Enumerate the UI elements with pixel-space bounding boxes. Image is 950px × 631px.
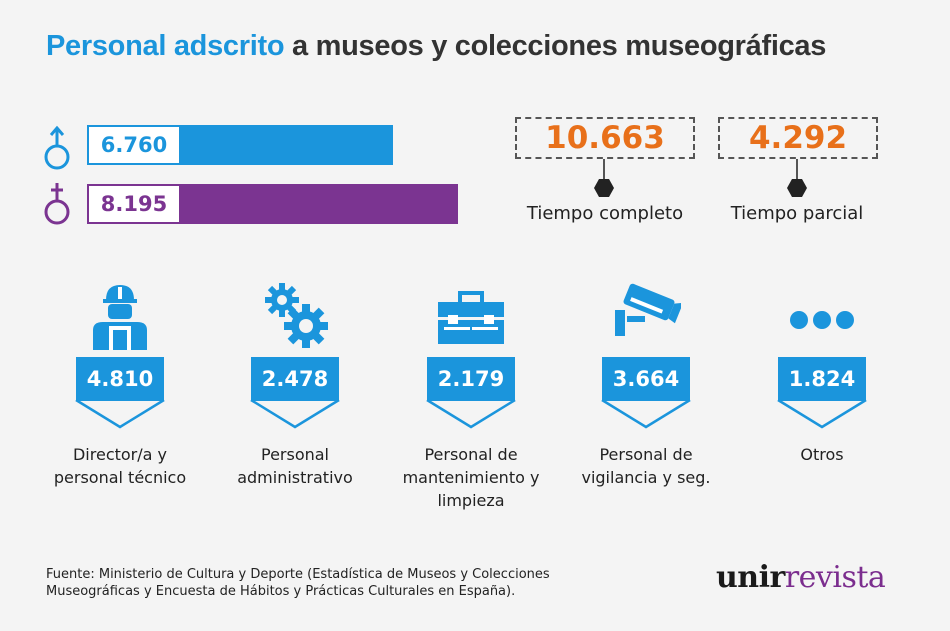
fulltime-value-box: 10.663 [515,117,695,159]
category-value: 2.478 [251,357,339,401]
fulltime-hexagon-icon [594,179,614,197]
logo-revista: revista [784,560,886,595]
chevron-down-icon [777,398,867,429]
ellipsis-icon [790,311,854,329]
category-value: 4.810 [76,357,164,401]
fulltime-label: Tiempo completo [526,203,684,224]
title-rest: a museos y colecciones museográficas [292,30,827,62]
parttime-hexagon-icon [787,179,807,197]
category-value: 3.664 [602,357,690,401]
page-title: Personal adscrito a museos y colecciones… [46,30,826,63]
fulltime-connector [603,159,605,181]
gears-icon [265,283,328,348]
chevron-down-icon [75,398,165,429]
chevron-down-icon [250,398,340,429]
logo-unir: unir [716,560,785,595]
chevron-down-icon [426,398,516,429]
brand-logo: unirrevista [716,560,886,595]
bar-male: 6.760 [87,125,393,165]
parttime-value-box: 4.292 [718,117,878,159]
parttime-connector [796,159,798,181]
chevron-down-icon [601,398,691,429]
female-symbol-icon [44,183,70,225]
category-value: 1.824 [778,357,866,401]
category-label: Personal administrativo [237,445,353,487]
toolbox-icon [438,291,504,344]
male-symbol-icon [44,125,70,170]
category-label: Personal de mantenimiento y limpieza [402,445,540,510]
bar-female: 8.195 [87,184,458,224]
category-label: Personal de vigilancia y seg. [581,445,711,487]
title-highlight: Personal adscrito [46,30,285,62]
category-label: Director/a y personal técnico [53,445,187,487]
security-camera-icon [615,283,681,336]
source-note: Fuente: Ministerio de Cultura y Deporte … [46,567,550,599]
category-label: Otros [800,445,844,464]
parttime-label: Tiempo parcial [730,203,864,224]
bar-value-female: 8.195 [89,186,179,222]
worker-icon [93,285,147,350]
bar-value-male: 6.760 [89,127,179,163]
category-value: 2.179 [427,357,515,401]
